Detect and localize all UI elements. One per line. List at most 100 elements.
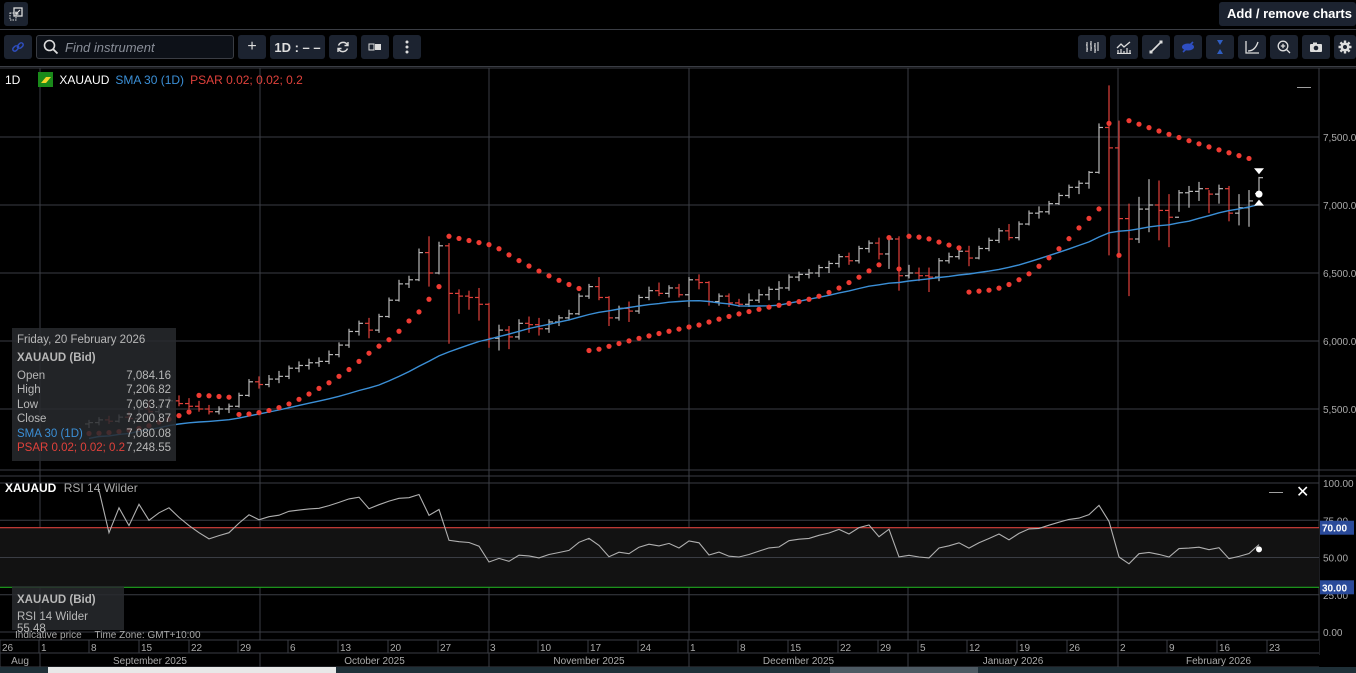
draw-line-icon	[1149, 40, 1163, 54]
tooltip-row-high: High 7,206.82	[17, 384, 171, 397]
tooltip-row-low: Low 7,063.77	[17, 398, 171, 411]
svg-text:25.00: 25.00	[1323, 591, 1348, 602]
chart-type-icon	[368, 43, 381, 51]
ohlc-bars-button[interactable]	[1078, 35, 1106, 59]
timeframe-label: 1D	[5, 72, 21, 87]
svg-text:29: 29	[880, 643, 892, 654]
more-vertical-icon	[405, 40, 409, 54]
curve-button[interactable]	[1238, 35, 1266, 59]
tooltip-title: XAUAUD (Bid)	[17, 352, 96, 364]
tooltip-date: Friday, 20 February 2026	[17, 334, 146, 346]
interval-selector[interactable]: 1D : – –	[270, 35, 325, 59]
gear-icon	[1338, 40, 1352, 54]
zoom-in-icon	[1277, 40, 1291, 54]
svg-text:6,000.00: 6,000.00	[1323, 337, 1356, 348]
svg-text:3: 3	[490, 643, 496, 654]
svg-text:17: 17	[590, 643, 602, 654]
add-instrument-button[interactable]: +	[238, 35, 266, 59]
svg-text:0.00: 0.00	[1323, 628, 1343, 639]
svg-text:23: 23	[1269, 643, 1281, 654]
svg-text:15: 15	[790, 643, 802, 654]
svg-text:8: 8	[740, 643, 746, 654]
indicators-button[interactable]	[1110, 35, 1138, 59]
minimize-rsi-pane-button[interactable]: —	[1269, 483, 1283, 499]
svg-text:70.00: 70.00	[1322, 524, 1347, 535]
close-rsi-pane-button[interactable]: ✕	[1296, 484, 1310, 501]
draw-line-button[interactable]	[1142, 35, 1170, 59]
svg-text:16: 16	[1219, 643, 1231, 654]
crosshair-button[interactable]	[1206, 35, 1234, 59]
svg-text:9: 9	[1169, 643, 1175, 654]
more-options-button[interactable]	[393, 35, 421, 59]
rsi-indicator-label[interactable]: RSI 14 Wilder	[63, 481, 138, 495]
time-scrollbar[interactable]	[0, 667, 1356, 673]
indicators-icon	[1116, 41, 1131, 54]
svg-text:8: 8	[91, 643, 97, 654]
tooltip-row-open: Open 7,084.16	[17, 370, 171, 382]
instrument-symbol[interactable]: XAUAUD	[59, 72, 110, 87]
svg-text:2: 2	[1120, 643, 1126, 654]
psar-legend-label[interactable]: PSAR 0.02; 0.02; 0.2	[190, 72, 303, 87]
tooltip-row-sma: SMA 30 (1D) 7,080.08	[17, 427, 171, 440]
tooltip-row-close: Close 7,200.87	[17, 413, 171, 426]
scrollbar-range[interactable]	[830, 667, 978, 673]
sma-line	[88, 203, 1260, 440]
search-icon	[43, 39, 59, 55]
svg-text:15: 15	[141, 643, 153, 654]
screenshot-button[interactable]	[1302, 35, 1330, 59]
sma-legend-label[interactable]: SMA 30 (1D)	[115, 72, 185, 87]
indicative-price-label: Indicative price	[15, 630, 82, 641]
svg-text:September 2025: September 2025	[113, 656, 187, 667]
crosshair-icon	[1217, 40, 1223, 54]
svg-text:10: 10	[540, 643, 552, 654]
svg-text:October 2025: October 2025	[344, 656, 405, 667]
link-button[interactable]	[4, 35, 32, 59]
svg-text:20: 20	[390, 643, 402, 654]
svg-text:26: 26	[2, 643, 14, 654]
svg-text:50.00: 50.00	[1323, 554, 1348, 565]
find-instrument-search[interactable]	[36, 35, 234, 59]
hide-icon	[1182, 41, 1194, 53]
rsi-tooltip-value: RSI 14 Wilder 55.48	[17, 611, 88, 635]
rsi-tooltip-title: XAUAUD (Bid)	[17, 594, 96, 606]
psar-dots	[86, 118, 1252, 437]
refresh-icon	[337, 41, 349, 53]
svg-text:22: 22	[840, 643, 852, 654]
svg-text:5,500.00: 5,500.00	[1323, 405, 1356, 416]
svg-text:12: 12	[969, 643, 981, 654]
svg-text:7,500.00: 7,500.00	[1323, 133, 1356, 144]
scrollbar-thumb[interactable]	[48, 667, 336, 673]
camera-icon	[1310, 42, 1322, 52]
svg-text:December 2025: December 2025	[763, 656, 835, 667]
rsi-tooltip: XAUAUD (Bid) RSI 14 Wilder 55.48	[12, 586, 124, 635]
chart-toolbar: + 1D : – –	[0, 31, 1356, 67]
rsi-symbol: XAUAUD	[5, 481, 57, 495]
timezone-label: Time Zone: GMT+10:00	[94, 630, 201, 641]
rsi-line	[98, 490, 1260, 565]
minimize-main-pane-button[interactable]: —	[1297, 78, 1311, 94]
svg-text:27: 27	[440, 643, 452, 654]
detach-window-button[interactable]	[4, 2, 28, 26]
svg-text:5: 5	[920, 643, 926, 654]
svg-text:February 2026: February 2026	[1186, 656, 1251, 667]
zoom-in-button[interactable]	[1270, 35, 1298, 59]
hide-drawings-button[interactable]	[1174, 35, 1202, 59]
find-instrument-input[interactable]	[65, 39, 225, 55]
chart-legend: 1D XAUAUD SMA 30 (1D) PSAR 0.02; 0.02; 0…	[5, 72, 303, 87]
gold-bar-icon	[38, 72, 54, 87]
top-bar: Add / remove charts	[0, 0, 1356, 30]
link-icon	[12, 42, 24, 52]
svg-text:30.00: 30.00	[1322, 583, 1347, 594]
add-remove-charts-button[interactable]: Add / remove charts	[1219, 2, 1356, 26]
svg-text:Aug: Aug	[11, 656, 29, 667]
footer-info: Indicative price Time Zone: GMT+10:00	[15, 630, 201, 641]
settings-button[interactable]	[1334, 35, 1356, 59]
svg-text:7,000.00: 7,000.00	[1323, 201, 1356, 212]
price-tooltip: Friday, 20 February 2026 XAUAUD (Bid) Op…	[12, 328, 176, 462]
svg-text:24: 24	[640, 643, 652, 654]
curve-icon	[1245, 41, 1259, 54]
refresh-button[interactable]	[329, 35, 357, 59]
chart-layout-button[interactable]	[361, 35, 389, 59]
svg-text:1: 1	[690, 643, 696, 654]
